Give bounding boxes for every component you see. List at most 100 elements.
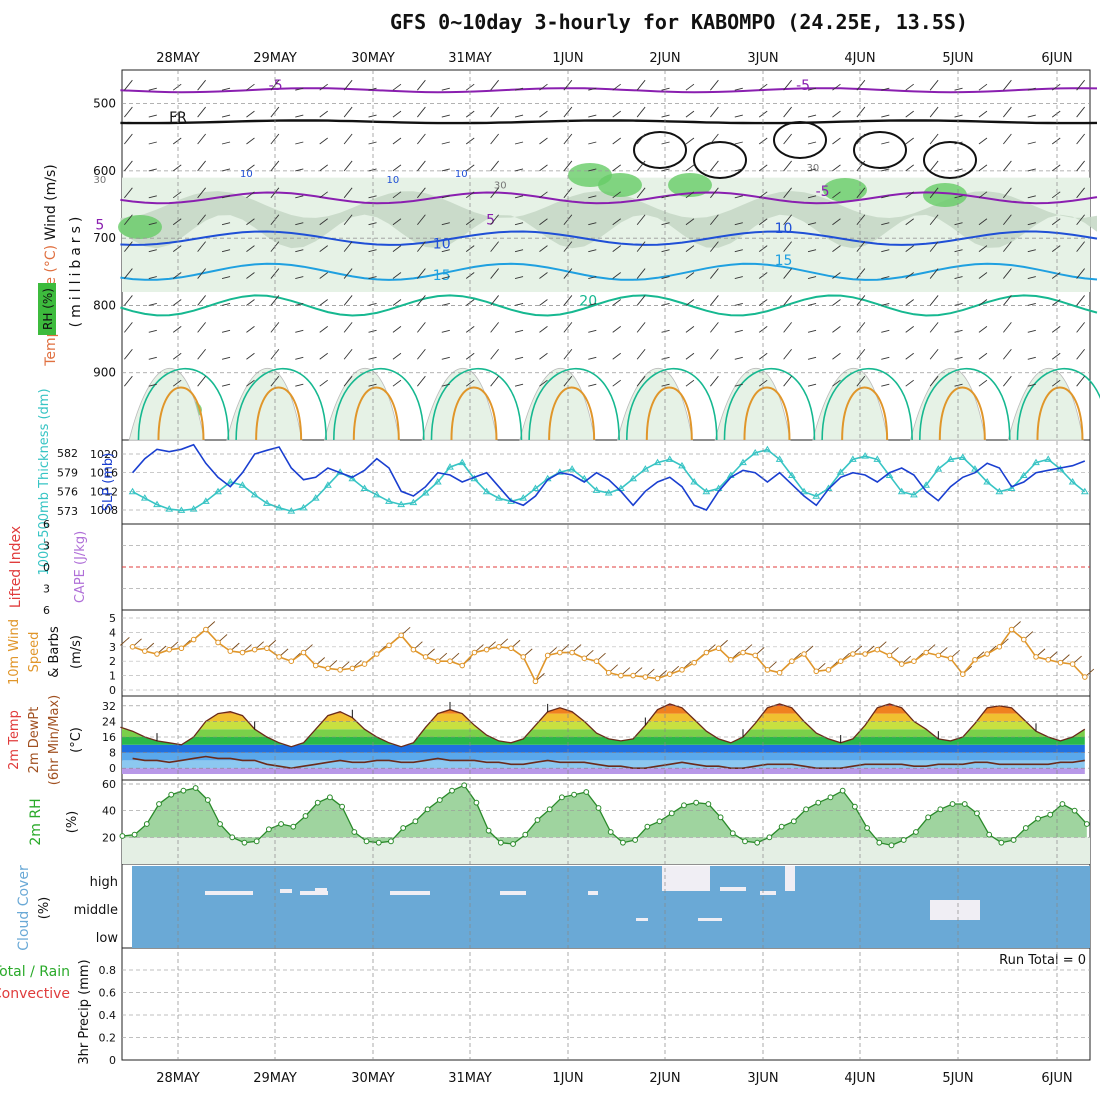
wind-barb bbox=[343, 322, 353, 333]
temp-tick-label: 16 bbox=[102, 731, 116, 744]
thickness-point bbox=[812, 492, 821, 499]
wind10m-point bbox=[703, 649, 710, 656]
wind-barb bbox=[758, 164, 768, 172]
date-label-bottom: 31MAY bbox=[448, 1071, 492, 1086]
wind10m-point bbox=[1045, 656, 1052, 663]
wind-barb bbox=[856, 133, 866, 145]
wind10m-point bbox=[361, 661, 368, 667]
wind-barb bbox=[856, 348, 866, 360]
temp-contour-25 bbox=[645, 386, 693, 441]
wind-barb bbox=[563, 348, 573, 360]
wind-tick-label: 4 bbox=[109, 626, 116, 639]
wind-barb bbox=[978, 299, 988, 306]
li-tick-label: 3 bbox=[43, 583, 50, 596]
temp-color-band bbox=[122, 729, 1085, 737]
wind-barb bbox=[417, 214, 426, 226]
wind-barb bbox=[905, 352, 914, 360]
wind-barb bbox=[612, 352, 621, 360]
thickness-point bbox=[971, 465, 979, 472]
wind-barb bbox=[685, 272, 695, 279]
wind-barb bbox=[246, 272, 255, 279]
wind-barb bbox=[954, 356, 963, 360]
wind-barb bbox=[343, 268, 353, 279]
wind-barb bbox=[172, 299, 182, 306]
rh-point bbox=[253, 838, 260, 845]
rh-point bbox=[571, 791, 577, 798]
wind-barb bbox=[417, 322, 426, 333]
wind-barb bbox=[832, 352, 841, 360]
rh-plume bbox=[519, 368, 596, 441]
thickness-point bbox=[189, 505, 198, 512]
wind-barb bbox=[710, 295, 719, 306]
wind-barb bbox=[978, 137, 988, 145]
wind-barb bbox=[1051, 272, 1061, 279]
wind-barb bbox=[905, 110, 914, 118]
li-tick-label: 0 bbox=[43, 561, 50, 574]
temperature-contour bbox=[120, 230, 1098, 246]
rh-point bbox=[620, 839, 626, 846]
slp-tick-label: 1008 bbox=[90, 504, 118, 517]
wind-barb bbox=[636, 295, 646, 306]
wind-barb bbox=[124, 348, 133, 360]
wind-barb bbox=[929, 268, 939, 279]
wind-barb bbox=[685, 352, 695, 360]
wind-barb bbox=[124, 160, 133, 172]
wind-barb bbox=[1076, 268, 1085, 279]
wind-barb bbox=[832, 110, 841, 118]
slp-tick-label: 1012 bbox=[90, 485, 118, 498]
contour-label: 20 bbox=[579, 293, 597, 309]
wind-barb bbox=[343, 133, 353, 145]
contour-label: 15 bbox=[775, 253, 793, 269]
wind-barb bbox=[881, 87, 890, 91]
wind-barb bbox=[514, 222, 524, 226]
rh-point bbox=[119, 833, 126, 839]
wind-barb bbox=[734, 249, 743, 253]
rh-point bbox=[864, 825, 870, 831]
wind-barb bbox=[221, 87, 231, 91]
rh-point bbox=[851, 803, 858, 810]
wind-barb bbox=[954, 249, 963, 253]
freezing-contour-loop bbox=[633, 131, 687, 169]
rh-green-blob bbox=[598, 173, 642, 197]
wind-barb bbox=[124, 241, 133, 252]
wind10m-point bbox=[911, 658, 917, 665]
wind-barb bbox=[197, 160, 206, 172]
wind-barb bbox=[172, 326, 182, 333]
thickness-point bbox=[739, 458, 747, 466]
wind-barb bbox=[612, 137, 621, 145]
contour-label: 5 bbox=[95, 217, 104, 233]
thickness-line bbox=[132, 448, 1086, 512]
wind-barb bbox=[612, 379, 621, 387]
wind-barb bbox=[514, 168, 524, 172]
wind10m-point bbox=[337, 667, 343, 673]
wind-barb bbox=[636, 268, 646, 279]
millibars-label: (millibars) bbox=[68, 213, 84, 328]
wind-barb bbox=[1051, 245, 1061, 252]
rh-point bbox=[644, 823, 651, 830]
wind-barb bbox=[856, 214, 866, 226]
wind-barb bbox=[881, 222, 890, 226]
wind-barb bbox=[368, 195, 377, 199]
wind-barb bbox=[221, 195, 231, 199]
wind-barb bbox=[490, 214, 499, 226]
temp-tick-label: 0 bbox=[109, 762, 116, 775]
temperature-contour bbox=[120, 87, 1098, 94]
wind-barb bbox=[807, 168, 817, 172]
wind-barb bbox=[465, 379, 475, 387]
wind-barb bbox=[392, 352, 402, 360]
rh-point bbox=[790, 818, 797, 825]
wind-barb bbox=[1003, 348, 1012, 360]
wind-barb bbox=[710, 268, 719, 279]
cloud-cover-block bbox=[760, 891, 776, 895]
wind10m-point bbox=[520, 654, 527, 660]
upper-air-ylabel: Temperature (°C) Wind (m/s) bbox=[43, 164, 59, 367]
rh-point bbox=[510, 841, 516, 847]
rh-point bbox=[546, 806, 553, 813]
wind-barb bbox=[1003, 375, 1012, 387]
temp2m-line bbox=[120, 703, 1086, 748]
temp-contour-20 bbox=[528, 367, 620, 441]
wind-barb bbox=[417, 160, 426, 172]
wind-barb bbox=[246, 137, 255, 145]
wind-barb bbox=[929, 133, 939, 145]
wind-barb bbox=[490, 295, 499, 306]
